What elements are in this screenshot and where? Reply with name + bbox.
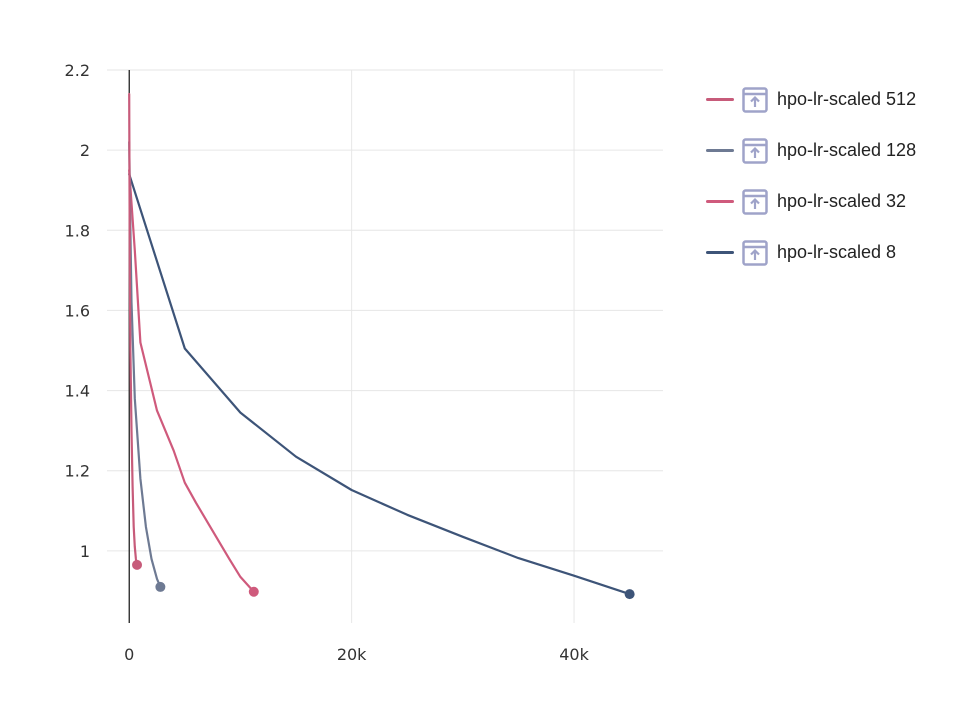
y-tick-label: 1.4 xyxy=(65,382,90,401)
legend-swatch-32 xyxy=(706,200,734,203)
legend-label: hpo-lr-scaled 512 xyxy=(777,89,917,109)
legend-item-8[interactable]: hpo-lr-scaled 8 xyxy=(706,227,956,278)
legend-swatch-128 xyxy=(706,149,734,152)
y-tick-label: 2.2 xyxy=(65,61,90,80)
run-upload-icon[interactable] xyxy=(742,86,768,113)
legend-item-128[interactable]: hpo-lr-scaled 128 xyxy=(706,125,956,176)
x-tick-label: 0 xyxy=(124,645,134,664)
x-tick-label: 40k xyxy=(559,645,589,664)
legend-swatch-512 xyxy=(706,98,734,101)
legend-label: hpo-lr-scaled 8 xyxy=(777,242,897,262)
series-line xyxy=(128,169,255,593)
legend-item-512[interactable]: hpo-lr-scaled 512 xyxy=(706,74,956,125)
y-tick-label: 1.8 xyxy=(65,221,90,240)
series-end-point xyxy=(132,559,143,570)
legend-label: hpo-lr-scaled 32 xyxy=(777,191,907,211)
run-upload-icon[interactable] xyxy=(742,137,768,164)
y-tick-label: 1.2 xyxy=(65,462,90,481)
run-upload-icon[interactable] xyxy=(742,239,768,266)
series-end-point xyxy=(155,581,166,592)
tick-labels: 1 1.2 1.4 1.6 1.8 2 2.2 0 20k 40k xyxy=(65,61,590,664)
series-end-point xyxy=(248,586,259,597)
grid xyxy=(107,69,663,623)
y-tick-label: 1.6 xyxy=(65,301,90,320)
y-tick-label: 2 xyxy=(80,141,90,160)
legend: hpo-lr-scaled 512 hpo-lr-scaled 128 hpo-… xyxy=(706,74,956,278)
series-layer xyxy=(128,92,635,600)
series-line xyxy=(128,173,631,596)
y-tick-label: 1 xyxy=(80,542,90,561)
legend-swatch-8 xyxy=(706,251,734,254)
x-tick-label: 20k xyxy=(337,645,367,664)
run-upload-icon[interactable] xyxy=(742,188,768,215)
legend-label: hpo-lr-scaled 128 xyxy=(777,140,917,160)
series-line xyxy=(128,92,139,567)
legend-item-32[interactable]: hpo-lr-scaled 32 xyxy=(706,176,956,227)
series-end-point xyxy=(624,589,635,600)
